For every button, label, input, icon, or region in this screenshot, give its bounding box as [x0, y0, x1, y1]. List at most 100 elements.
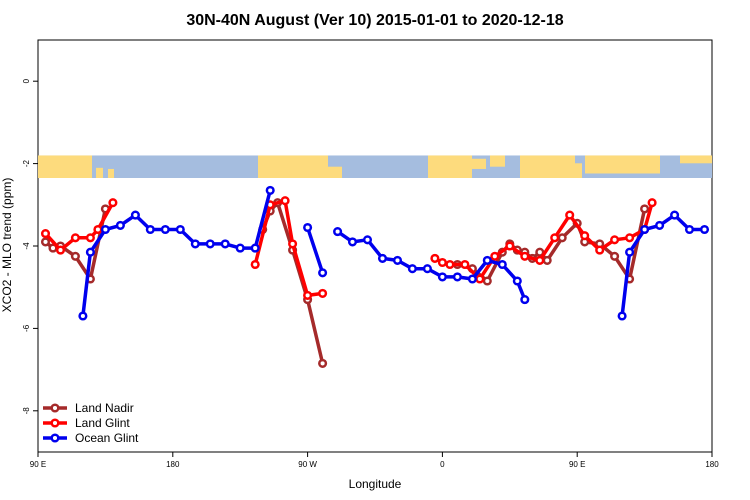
map-land	[490, 155, 505, 167]
data-point	[130, 210, 140, 220]
data-point	[205, 239, 215, 249]
data-point	[670, 210, 680, 220]
data-point	[318, 358, 328, 368]
map-land	[575, 163, 582, 179]
data-point	[505, 241, 515, 251]
y-tick-label: 0	[22, 78, 31, 83]
data-point	[40, 237, 51, 247]
map-land	[258, 155, 328, 179]
data-point	[265, 185, 275, 195]
data-point	[347, 237, 358, 247]
data-point	[70, 251, 80, 261]
map-land	[632, 162, 650, 173]
data-point	[610, 251, 620, 261]
x-tick-label: 180	[166, 460, 180, 469]
data-point	[640, 224, 650, 235]
data-point	[550, 233, 560, 243]
data-point	[610, 235, 620, 245]
map-land	[108, 168, 114, 179]
y-axis: 0 -2 -4 -6 -8	[22, 78, 38, 414]
data-point	[407, 264, 417, 274]
data-point	[115, 220, 125, 230]
y-tick-label: -6	[22, 324, 31, 332]
series-land-glint	[40, 196, 657, 300]
data-point	[430, 253, 440, 263]
series-land-nadir	[40, 198, 650, 368]
data-point	[452, 272, 462, 282]
data-point	[108, 198, 118, 208]
data-point	[190, 239, 200, 249]
data-point	[145, 224, 155, 235]
data-point	[437, 272, 447, 282]
data-point	[220, 239, 230, 249]
data-point	[175, 224, 185, 235]
data-point	[490, 251, 500, 261]
data-point	[445, 259, 455, 270]
data-point	[422, 264, 432, 274]
data-point	[437, 257, 447, 268]
x-axis: 90 E 180 90 W 0 90 E 180	[30, 452, 719, 469]
data-point	[48, 243, 58, 253]
data-point	[482, 255, 492, 265]
data-point	[520, 251, 530, 261]
data-point	[318, 268, 328, 278]
x-tick-label: 180	[705, 460, 719, 469]
data-point	[100, 224, 110, 235]
x-tick-label: 90 E	[569, 460, 585, 469]
data-point	[250, 243, 260, 253]
data-point	[78, 311, 88, 321]
series-ocean-glint	[78, 185, 710, 321]
y-tick-label: -2	[22, 159, 31, 167]
data-point	[542, 255, 552, 265]
data-point	[512, 276, 522, 286]
data-point	[85, 247, 95, 257]
data-point	[699, 224, 710, 235]
x-tick-label: 90 W	[298, 460, 317, 469]
chart-title: 30N-40N August (Ver 10) 2015-01-01 to 20…	[186, 12, 563, 29]
map-land	[96, 167, 103, 179]
map-land	[326, 166, 342, 179]
world-map-band	[38, 155, 712, 179]
legend-label: Land Nadir	[75, 401, 134, 415]
data-point	[303, 222, 313, 233]
data-point	[250, 259, 260, 270]
series-line	[305, 225, 325, 275]
data-point	[235, 243, 245, 253]
data-point	[595, 245, 605, 255]
data-point	[303, 290, 313, 300]
data-point	[460, 259, 470, 270]
data-point	[288, 239, 298, 249]
map-land	[680, 155, 712, 164]
map-land	[428, 155, 472, 179]
data-point	[160, 224, 170, 235]
data-point	[655, 220, 665, 230]
data-point	[647, 198, 657, 208]
x-axis-label: Longitude	[349, 477, 402, 491]
data-point	[55, 245, 66, 255]
data-point	[497, 259, 507, 270]
data-point	[475, 274, 485, 284]
data-point	[535, 247, 545, 257]
data-point	[565, 210, 575, 220]
map-land	[38, 155, 92, 179]
y-tick-label: -4	[22, 242, 31, 250]
map-land	[470, 158, 486, 169]
data-point	[333, 227, 343, 237]
x-tick-label: 90 E	[30, 460, 46, 469]
data-point	[482, 276, 492, 286]
data-point	[640, 204, 650, 214]
data-point	[362, 235, 373, 245]
data-point	[625, 233, 635, 243]
data-point	[85, 233, 95, 243]
data-point	[625, 247, 635, 257]
data-point	[40, 229, 51, 239]
data-point	[617, 311, 627, 321]
series-line	[260, 200, 325, 366]
data-point	[93, 224, 103, 235]
legend-label: Ocean Glint	[75, 431, 139, 445]
data-point	[535, 255, 545, 265]
data-point	[557, 233, 567, 243]
data-point	[467, 274, 477, 284]
